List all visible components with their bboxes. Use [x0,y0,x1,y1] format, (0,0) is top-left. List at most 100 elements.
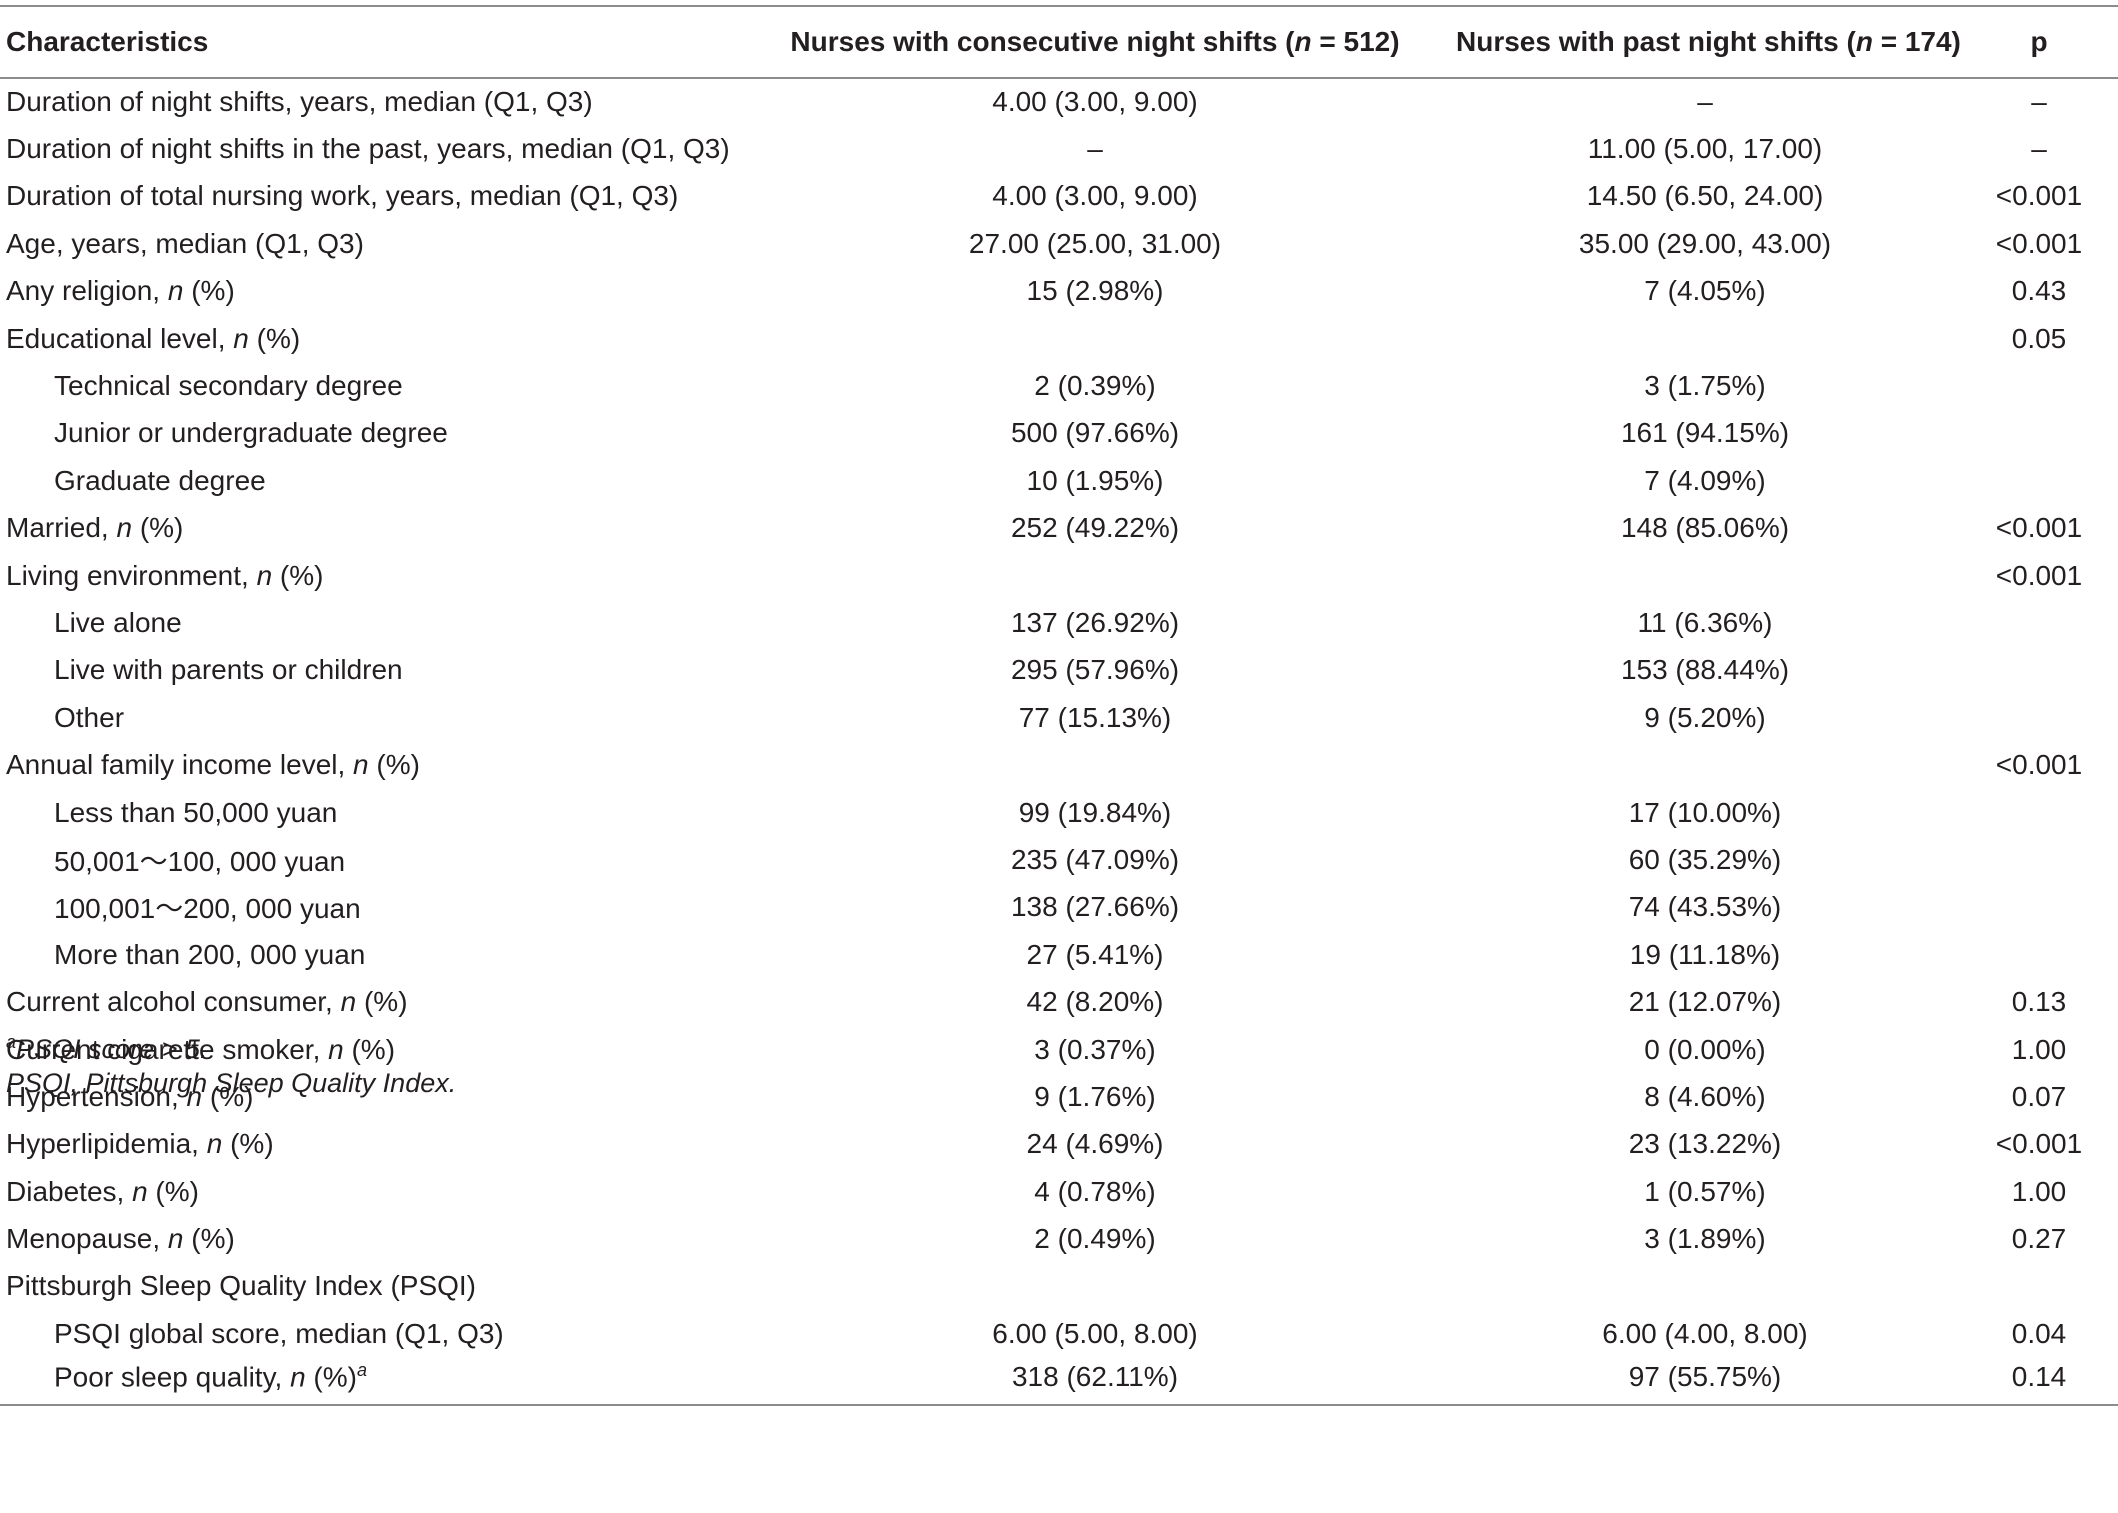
value-consecutive: 4 (0.78%) [1034,1175,1156,1207]
value-past: 21 (12.07%) [1628,986,1782,1018]
p-value: 0.27 [2011,1223,2067,1255]
row-label: Educational level, n (%) [6,322,301,354]
value-past: 9 (5.20%) [1644,701,1766,733]
value-consecutive: 3 (0.37%) [1034,1033,1156,1065]
value-past: 6.00 (4.00, 8.00) [1602,1317,1808,1349]
value-past: 11.00 (5.00, 17.00) [1587,133,1823,165]
value-past: 153 (88.44%) [1620,654,1790,686]
row-label: Menopause, n (%) [6,1223,235,1255]
value-past: 23 (13.22%) [1628,1128,1782,1160]
p-value [1960,410,2118,457]
value-consecutive [740,552,1450,599]
row-label: Age, years, median (Q1, Q3) [6,227,364,259]
p-value [1960,836,2118,883]
value-consecutive [740,315,1450,362]
value-past: 11 (6.36%) [1637,606,1773,638]
value-past: 97 (55.75%) [1450,1357,1960,1406]
table-row: Current cigarette smoker, n (%) 3 (0.37%)… [0,1026,2118,1073]
value-consecutive: 10 (1.95%) [1026,464,1164,496]
p-value: <0.001 [1995,1128,2083,1160]
table-row: Junior or undergraduate degree 500 (97.66… [0,410,2118,457]
value-consecutive: – [1087,133,1103,165]
table-row: Graduate degree 10 (1.95%) 7 (4.09%) [0,457,2118,504]
table-row: PSQI global score, median (Q1, Q3) 6.00 (… [0,1310,2118,1357]
p-value: 0.43 [2011,275,2067,307]
value-past: 161 (94.15%) [1620,417,1790,449]
row-label: PSQI global score, median (Q1, Q3) [54,1317,504,1349]
table-row: 100,001～200, 000 yuan 138 (27.66%) 74 (43.… [0,884,2118,931]
table-row: Duration of night shifts in the past, ye… [0,125,2118,172]
value-consecutive: 138 (27.66%) [1010,891,1180,923]
table-row: Diabetes, n (%) 4 (0.78%) 1 (0.57%) 1.00 [0,1168,2118,1215]
value-past: 19 (11.18%) [1629,938,1781,970]
p-value: 0.13 [2011,986,2067,1018]
table-row: Age, years, median (Q1, Q3) 27.00 (25.00,… [0,220,2118,267]
table-row: Live alone 137 (26.92%) 11 (6.36%) [0,599,2118,646]
table-row: Annual family income level, n (%) <0.001 [0,741,2118,788]
p-value: 1.00 [2011,1175,2067,1207]
row-label: 100,001～200, 000 yuan [54,893,361,925]
table-row: Educational level, n (%) 0.05 [0,315,2118,362]
value-consecutive: 6.00 (5.00, 8.00) [992,1317,1198,1349]
p-value [1960,599,2118,646]
table-body: Duration of night shifts, years, median … [0,78,2118,1406]
row-label: Live with parents or children [54,654,403,686]
table-row: Less than 50,000 yuan 99 (19.84%) 17 (10.0… [0,789,2118,836]
value-past: 14.50 (6.50, 24.00) [1586,180,1824,212]
row-label: Any religion, n (%) [6,275,235,307]
p-value: <0.001 [1995,559,2083,591]
p-value [1960,362,2118,409]
value-past [1450,741,1960,788]
value-consecutive: 137 (26.92%) [1010,606,1180,638]
value-consecutive: 27.00 (25.00, 31.00) [968,227,1222,259]
table-row: Current alcohol consumer, n (%) 42 (8.20%… [0,978,2118,1025]
table-row: Hypertension, n (%) 9 (1.76%) 8 (4.60%) 0.0… [0,1073,2118,1120]
value-consecutive: 4.00 (3.00, 9.00) [992,86,1198,118]
row-label: Poor sleep quality, n (%)a [0,1357,740,1406]
table-row: Duration of night shifts, years, median … [0,78,2118,125]
p-value: – [2031,133,2047,165]
row-label: Less than 50,000 yuan [54,796,338,828]
header-consecutive-night-shifts: Nurses with consecutive night shifts (n … [740,5,1450,79]
table-row: Duration of total nursing work, years, m… [0,173,2118,220]
value-past: 7 (4.09%) [1644,464,1766,496]
row-label: Duration of night shifts in the past, ye… [6,133,730,165]
table-row: Married, n (%) 252 (49.22%) 148 (85.06%) <0… [0,505,2118,552]
row-label: Annual family income level, n (%) [6,749,420,781]
p-value [1960,789,2118,836]
table-row: More than 200, 000 yuan 27 (5.41%) 19 (11.… [0,931,2118,978]
value-past [1450,1263,1960,1310]
p-value: <0.001 [1995,227,2083,259]
header-p-value: p [1960,5,2118,79]
value-past: 148 (85.06%) [1620,512,1790,544]
value-consecutive: 235 (47.09%) [1010,843,1180,875]
row-label: Other [54,701,125,733]
row-label: 50,001～100, 000 yuan [54,845,346,877]
table-row: Other 77 (15.13%) 9 (5.20%) [0,694,2118,741]
value-past: 3 (1.75%) [1644,370,1766,402]
row-label: Married, n (%) [6,512,184,544]
value-consecutive: 24 (4.69%) [1026,1128,1164,1160]
value-past: 35.00 (29.00, 43.00) [1578,227,1832,259]
value-consecutive: 77 (15.13%) [1018,701,1172,733]
row-label: Junior or undergraduate degree [54,417,448,449]
value-consecutive: 2 (0.49%) [1034,1223,1156,1255]
row-label: Duration of total nursing work, years, m… [6,180,679,212]
p-value [1960,884,2118,931]
p-value: – [2031,86,2047,118]
p-value: <0.001 [1995,512,2083,544]
value-consecutive [740,741,1450,788]
value-past: 60 (35.29%) [1628,843,1782,875]
row-label: More than 200, 000 yuan [54,938,366,970]
value-past: 74 (43.53%) [1628,891,1782,923]
value-consecutive: 15 (2.98%) [1026,275,1164,307]
row-label: Hyperlipidemia, n (%) [6,1128,274,1160]
table-row: Pittsburgh Sleep Quality Index (PSQI) [0,1263,2118,1310]
value-consecutive: 4.00 (3.00, 9.00) [992,180,1198,212]
value-consecutive: 27 (5.41%) [1026,938,1164,970]
value-past: – [1697,86,1713,118]
value-consecutive: 252 (49.22%) [1010,512,1180,544]
row-label: Hypertension, n (%) [6,1080,254,1112]
header-past-night-shifts: Nurses with past night shifts (n = 174) [1450,5,1961,79]
p-value: 0.04 [2011,1317,2067,1349]
